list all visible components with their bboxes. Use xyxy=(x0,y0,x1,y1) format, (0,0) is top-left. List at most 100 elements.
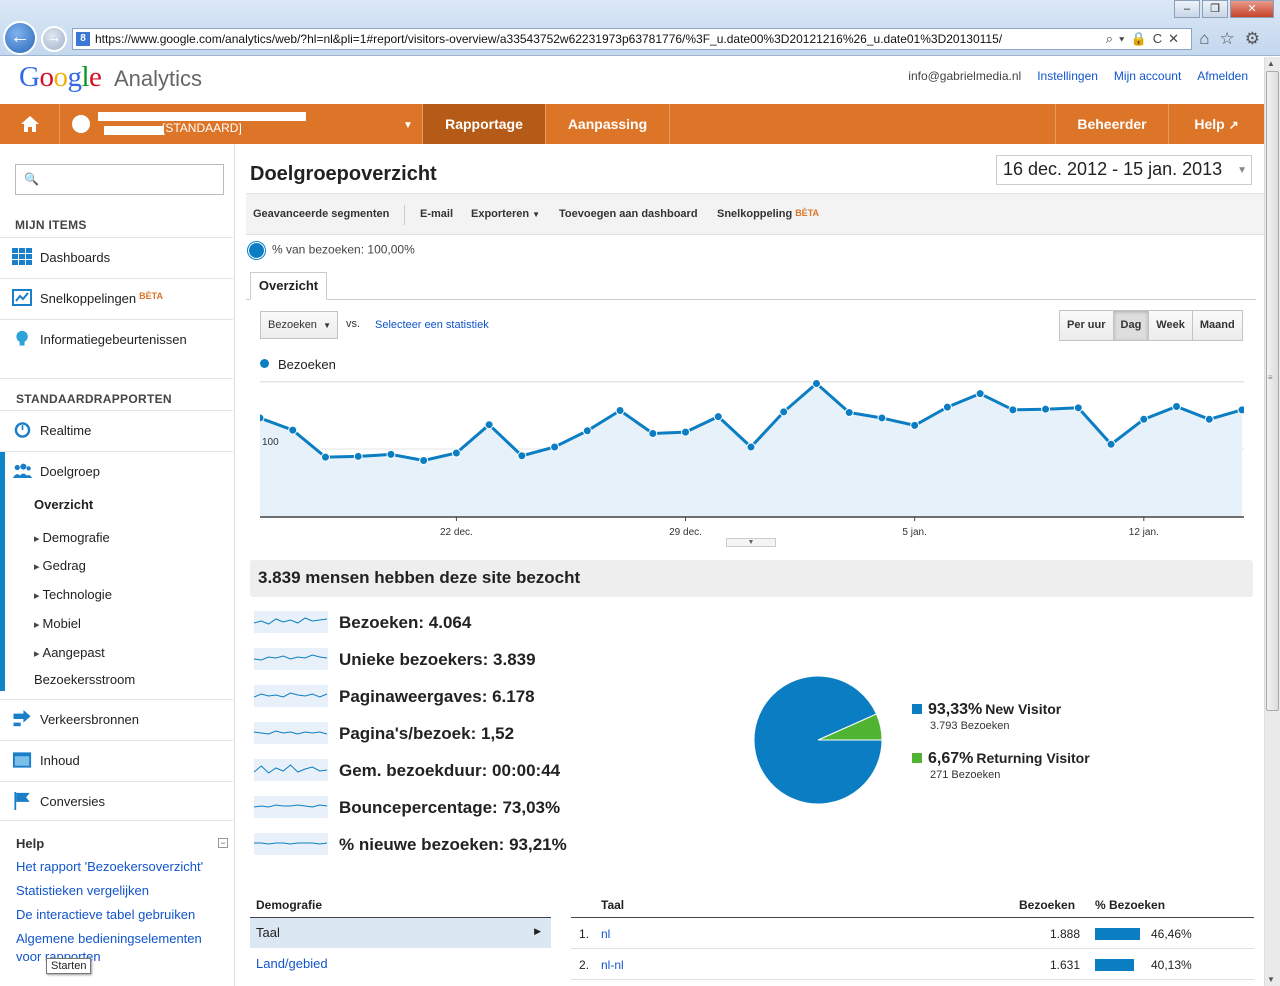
data-point[interactable] xyxy=(713,412,723,422)
data-point[interactable] xyxy=(260,413,265,423)
data-point[interactable] xyxy=(582,426,592,436)
google-logo[interactable]: Google xyxy=(19,61,102,93)
period-per-uur-button[interactable]: Per uur xyxy=(1060,311,1113,340)
back-arrow-icon[interactable]: ← xyxy=(3,21,37,55)
demographics-item-land[interactable]: Land/gebied xyxy=(256,956,328,971)
settings-link[interactable]: Instellingen xyxy=(1037,69,1098,83)
data-point[interactable] xyxy=(1204,414,1214,424)
scroll-thumb[interactable] xyxy=(1266,71,1279,711)
data-point[interactable] xyxy=(615,406,625,416)
sparkline-icon[interactable] xyxy=(254,722,328,744)
tab-overzicht[interactable]: Overzicht xyxy=(250,272,327,300)
pie-slice-new-visitor[interactable] xyxy=(753,675,883,805)
data-point[interactable] xyxy=(419,455,429,465)
data-point[interactable] xyxy=(779,407,789,417)
sparkline-icon[interactable] xyxy=(254,648,328,670)
period-dag-button[interactable]: Dag xyxy=(1112,311,1149,340)
address-actions-icon[interactable]: ⌕▾🔒C✕ xyxy=(1105,31,1185,46)
language-link[interactable]: nl xyxy=(601,927,611,941)
forward-arrow-icon[interactable]: → xyxy=(41,26,67,52)
sidebar-sub-gedrag[interactable]: Gedrag xyxy=(34,558,86,573)
sidebar-item-inhoud[interactable]: Inhoud xyxy=(0,740,233,780)
data-point[interactable] xyxy=(320,452,330,462)
sparkline-icon[interactable] xyxy=(254,611,328,633)
sidebar-item-doelgroep[interactable]: Doelgroep xyxy=(0,451,233,491)
email-button[interactable]: E-mail xyxy=(420,208,454,220)
help-link[interactable]: Het rapport 'Bezoekersoverzicht' xyxy=(16,859,204,874)
metric-dropdown[interactable]: Bezoeken ▼ xyxy=(260,311,338,339)
sidebar-item-realtime[interactable]: Realtime xyxy=(0,410,233,450)
data-point[interactable] xyxy=(484,420,494,430)
data-point[interactable] xyxy=(1237,405,1244,415)
sign-out-link[interactable]: Afmelden xyxy=(1197,69,1248,83)
data-point[interactable] xyxy=(1008,405,1018,415)
tab-rapportage[interactable]: Rapportage xyxy=(422,104,545,144)
tab-help[interactable]: Help ↗ xyxy=(1168,104,1264,144)
tab-aanpassing[interactable]: Aanpassing xyxy=(545,104,670,144)
help-link[interactable]: Statistieken vergelijken xyxy=(16,883,149,898)
chart-collapse-handle[interactable]: ▼ xyxy=(726,538,776,547)
help-link[interactable]: De interactieve tabel gebruiken xyxy=(16,907,196,922)
maximize-icon[interactable]: ❐ xyxy=(1202,0,1228,18)
sparkline-icon[interactable] xyxy=(254,759,328,781)
collapse-icon[interactable]: − xyxy=(218,838,228,848)
sidebar-item-informatiegebeurtenissen[interactable]: Informatiegebeurtenissen xyxy=(0,319,233,359)
data-point[interactable] xyxy=(1139,414,1149,424)
data-point[interactable] xyxy=(517,451,527,461)
data-point[interactable] xyxy=(648,428,658,438)
data-point[interactable] xyxy=(746,442,756,452)
sidebar-item-verkeersbronnen[interactable]: Verkeersbronnen xyxy=(0,699,233,739)
demographics-item-taal[interactable]: Taal ▶ xyxy=(250,918,551,948)
export-button[interactable]: Exporteren ▼ xyxy=(471,208,540,220)
url-text[interactable]: https://www.google.com/analytics/web/?hl… xyxy=(95,32,1003,46)
sidebar-sub-technologie[interactable]: Technologie xyxy=(34,587,112,602)
sparkline-icon[interactable] xyxy=(254,685,328,707)
data-point[interactable] xyxy=(353,451,363,461)
date-range-picker[interactable]: 16 dec. 2012 - 15 jan. 2013 ▼ xyxy=(996,155,1252,185)
data-point[interactable] xyxy=(942,402,952,412)
sidebar-sub-bezoekersstroom[interactable]: Bezoekersstroom xyxy=(34,672,136,687)
data-point[interactable] xyxy=(1041,404,1051,414)
data-point[interactable] xyxy=(975,389,985,399)
data-point[interactable] xyxy=(386,449,396,459)
my-account-link[interactable]: Mijn account xyxy=(1113,69,1182,83)
home-icon[interactable] xyxy=(0,104,60,144)
language-link[interactable]: nl-nl xyxy=(601,958,624,972)
shortcut-button[interactable]: Snelkoppeling BÈTA xyxy=(717,208,819,220)
data-point[interactable] xyxy=(681,427,691,437)
sidebar-sub-demografie[interactable]: Demografie xyxy=(34,530,110,545)
sidebar-item-dashboards[interactable]: Dashboards xyxy=(0,237,233,277)
data-point[interactable] xyxy=(1073,403,1083,413)
data-point[interactable] xyxy=(1172,401,1182,411)
data-point[interactable] xyxy=(1106,439,1116,449)
visitor-type-pie-chart[interactable] xyxy=(752,674,884,806)
data-point[interactable] xyxy=(550,442,560,452)
sidebar-sub-overzicht[interactable]: Overzicht xyxy=(34,497,94,512)
visits-line-chart[interactable]: 100 200 22 dec. 29 dec. 5 jan. 12 jan. xyxy=(260,378,1244,548)
account-selector[interactable]: [STANDAARD] xyxy=(162,121,242,135)
close-icon[interactable]: ✕ xyxy=(1230,0,1274,18)
tab-beheerder[interactable]: Beheerder xyxy=(1055,104,1168,144)
page-scrollbar[interactable]: ▲ ≡ ▼ xyxy=(1264,57,1280,986)
data-point[interactable] xyxy=(288,425,298,435)
sparkline-icon[interactable] xyxy=(254,796,328,818)
sidebar-sub-mobiel[interactable]: Mobiel xyxy=(34,616,81,631)
sparkline-icon[interactable] xyxy=(254,833,328,855)
data-point[interactable] xyxy=(877,413,887,423)
advanced-segments-button[interactable]: Geavanceerde segmenten xyxy=(253,208,390,220)
sidebar-item-conversies[interactable]: Conversies xyxy=(0,781,233,821)
data-point[interactable] xyxy=(844,408,854,418)
add-to-dashboard-button[interactable]: Toevoegen aan dashboard xyxy=(559,208,698,220)
address-bar[interactable]: 8 https://www.google.com/analytics/web/?… xyxy=(72,28,1192,50)
minimize-icon[interactable]: – xyxy=(1174,0,1200,18)
help-link[interactable]: Algemene bedieningselementen xyxy=(16,931,202,946)
chevron-down-icon[interactable]: ▼ xyxy=(403,120,413,131)
data-point[interactable] xyxy=(811,379,821,389)
search-input[interactable]: 🔍 xyxy=(15,164,224,195)
data-point[interactable] xyxy=(910,420,920,430)
data-point[interactable] xyxy=(451,448,461,458)
period-week-button[interactable]: Week xyxy=(1148,311,1192,340)
select-metric-link[interactable]: Selecteer een statistiek xyxy=(375,319,489,331)
scroll-up-icon[interactable]: ▲ xyxy=(1267,59,1275,68)
scroll-down-icon[interactable]: ▼ xyxy=(1267,975,1275,984)
